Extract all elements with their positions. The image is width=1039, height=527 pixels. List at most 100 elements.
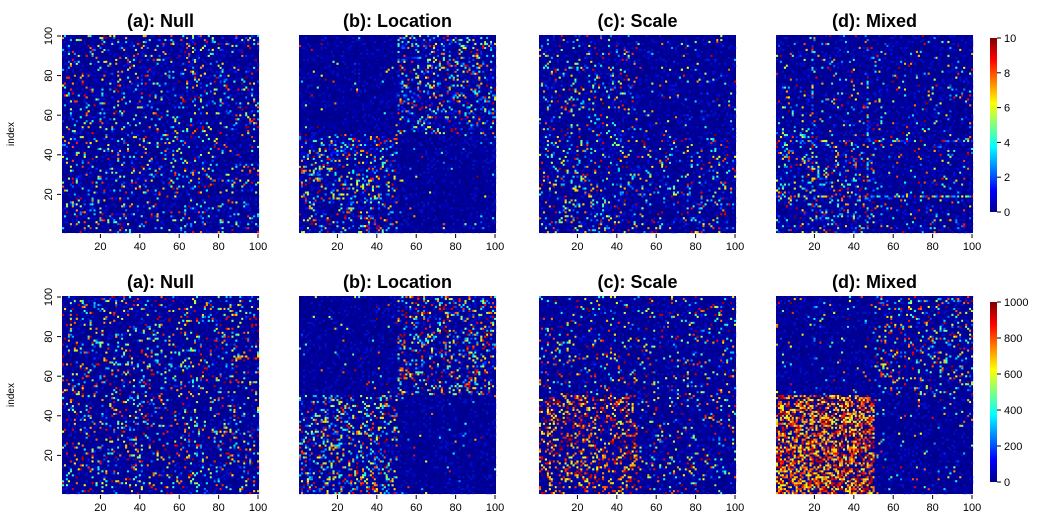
heatmap-cell (325, 106, 327, 108)
heatmap-cell (212, 53, 214, 55)
heatmap-cell (204, 184, 206, 186)
heatmap-cell (249, 164, 251, 166)
heatmap-cell (90, 199, 92, 201)
heatmap-cell (139, 225, 141, 227)
heatmap-cell (107, 57, 109, 59)
heatmap-cell (162, 100, 164, 102)
heatmap-cell (315, 160, 317, 162)
heatmap-cell (188, 71, 190, 73)
heatmap-cell (155, 205, 157, 207)
heatmap-cell (332, 71, 334, 73)
heatmap-cell (74, 43, 76, 45)
heatmap-cell (123, 185, 125, 187)
heatmap-cell (127, 59, 129, 61)
heatmap-cell (141, 180, 143, 182)
heatmap-cell (208, 231, 210, 233)
heatmap-cell (321, 191, 323, 193)
heatmap-cell (78, 160, 80, 162)
heatmap-cell (119, 162, 121, 164)
heatmap-cell (172, 215, 174, 217)
heatmap-cell (97, 199, 99, 201)
heatmap-cell (336, 223, 338, 225)
heatmap-cell (78, 92, 80, 94)
heatmap-cell (78, 223, 80, 225)
heatmap-cell (214, 187, 216, 189)
heatmap-cell (249, 41, 251, 43)
heatmap-cell (82, 104, 84, 106)
heatmap-cell (172, 86, 174, 88)
heatmap-cell (97, 197, 99, 199)
heatmap-cell (159, 35, 161, 37)
heatmap-cell (90, 172, 92, 174)
heatmap-cell (218, 57, 220, 59)
heatmap-cell (170, 215, 172, 217)
heatmap-cell (107, 142, 109, 144)
heatmap-cell (251, 96, 253, 98)
heatmap-cell (153, 193, 155, 195)
heatmap-cell (170, 227, 172, 229)
heatmap-cell (168, 102, 170, 104)
heatmap-cell (194, 114, 196, 116)
heatmap-cell (127, 128, 129, 130)
heatmap-cell (164, 94, 166, 96)
heatmap-cell (111, 160, 113, 162)
heatmap-cell (257, 39, 259, 41)
heatmap-cell (313, 172, 315, 174)
heatmap-cell (329, 71, 331, 73)
heatmap-cell (235, 203, 237, 205)
heatmap-cell (331, 205, 333, 207)
heatmap-cell (182, 41, 184, 43)
heatmap-cell (157, 207, 159, 209)
heatmap-cell (149, 126, 151, 128)
heatmap-cell (94, 83, 96, 85)
heatmap-cell (235, 124, 237, 126)
heatmap-cell (88, 104, 90, 106)
heatmap-cell (227, 144, 229, 146)
heatmap-cell (344, 199, 346, 201)
heatmap-cell (192, 67, 194, 69)
heatmap-cell (170, 140, 172, 142)
heatmap-cell (139, 67, 141, 69)
heatmap-cell (220, 59, 222, 61)
heatmap-cell (338, 209, 340, 211)
heatmap-cell (68, 182, 70, 184)
heatmap-cell (202, 199, 204, 201)
heatmap-cell (153, 185, 155, 187)
heatmap-cell (123, 195, 125, 197)
heatmap-cell (174, 195, 176, 197)
heatmap-cell (331, 138, 333, 140)
heatmap-cell (155, 164, 157, 166)
heatmap-cell (251, 73, 253, 75)
heatmap-cell (125, 225, 127, 227)
heatmap-cell (155, 112, 157, 114)
heatmap-cell (107, 180, 109, 182)
heatmap-cell (149, 185, 151, 187)
heatmap-cell (103, 75, 105, 77)
heatmap-cell (92, 132, 94, 134)
heatmap-cell (135, 160, 137, 162)
heatmap-cell (247, 39, 249, 41)
heatmap-cell (157, 59, 159, 61)
heatmap-cell (332, 61, 334, 63)
heatmap-cell (253, 67, 255, 69)
heatmap-cell (153, 61, 155, 63)
heatmap-cell (107, 182, 109, 184)
heatmap-cell (129, 215, 131, 217)
heatmap-cell (166, 195, 168, 197)
heatmap-cell (95, 85, 97, 87)
heatmap-cell (224, 81, 226, 83)
heatmap-cell (155, 227, 157, 229)
heatmap-cell (186, 223, 188, 225)
heatmap-cell (188, 53, 190, 55)
heatmap-cell (78, 148, 80, 150)
heatmap-cell (303, 108, 305, 110)
heatmap-cell (204, 53, 206, 55)
heatmap-cell (99, 112, 101, 114)
heatmap-cell (151, 53, 153, 55)
heatmap-cell (204, 136, 206, 138)
heatmap-cell (321, 39, 323, 41)
heatmap-cell (196, 75, 198, 77)
heatmap-cell (334, 108, 336, 110)
heatmap-cell (220, 102, 222, 104)
heatmap-cell (210, 81, 212, 83)
